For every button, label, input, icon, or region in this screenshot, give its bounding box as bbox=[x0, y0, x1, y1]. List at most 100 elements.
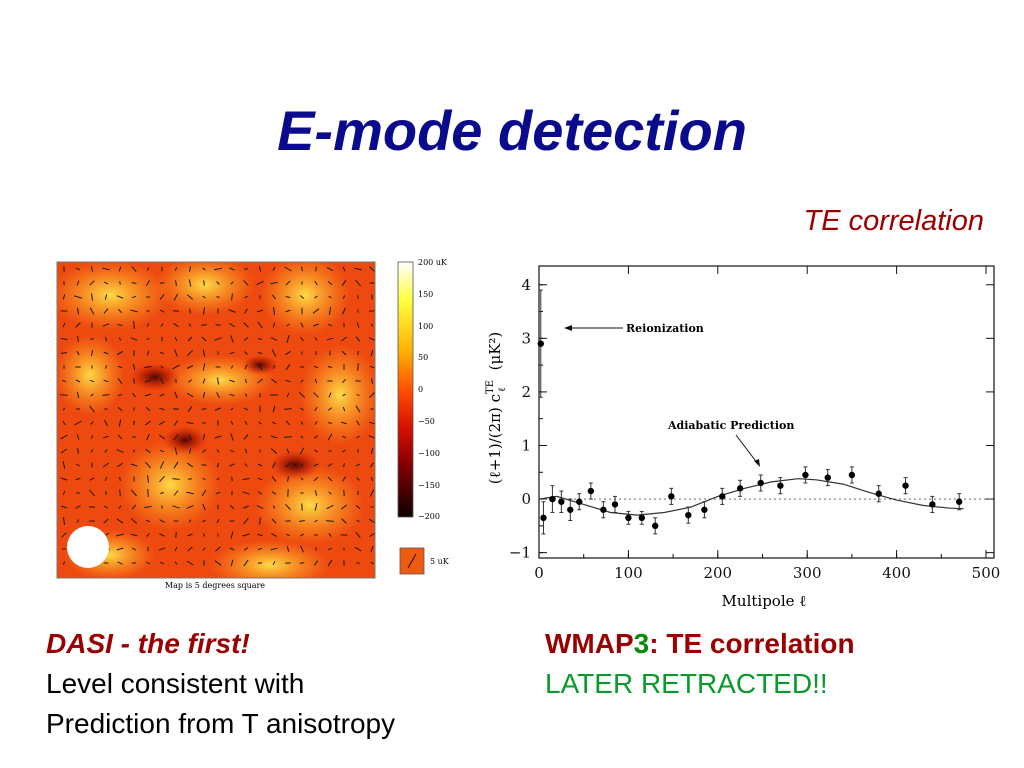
polarization-vector bbox=[119, 337, 121, 341]
polarization-vector bbox=[357, 309, 359, 313]
y-axis-label: (ℓ+1)/(2π) cTEℓ (μK²) bbox=[485, 332, 508, 485]
polarization-vector bbox=[243, 337, 249, 341]
wmap-caption: WMAP3: TE correlation LATER RETRACTED!! bbox=[545, 624, 855, 704]
polarization-vector bbox=[371, 378, 373, 384]
polarization-vector bbox=[300, 477, 304, 481]
polarization-vector bbox=[342, 307, 346, 315]
polarization-vector bbox=[313, 435, 319, 439]
polarization-vector bbox=[62, 380, 66, 382]
polarization-vector bbox=[89, 405, 95, 413]
polarization-vector bbox=[314, 534, 318, 536]
wmap-te-plot: 0 100 200 300 400 500 4 3 2 1 0 −1 Reionization Adi… bbox=[478, 258, 1000, 610]
polarization-vector bbox=[146, 337, 150, 341]
polarization-vector bbox=[102, 462, 110, 468]
polarization-vector bbox=[173, 293, 179, 301]
polarization-vector bbox=[203, 280, 205, 286]
polarization-vector bbox=[214, 407, 222, 411]
polarization-vector bbox=[189, 308, 191, 314]
polarization-vector bbox=[75, 267, 81, 271]
polarization-vector bbox=[257, 547, 263, 551]
polarization-vector bbox=[144, 393, 152, 397]
polarization-vector bbox=[369, 489, 375, 497]
polarization-vector bbox=[144, 366, 152, 368]
polarization-vector bbox=[130, 309, 138, 313]
polarization-vector bbox=[286, 323, 290, 327]
polarization-vector bbox=[62, 420, 66, 426]
polarization-vector bbox=[354, 546, 362, 552]
polarization-vector bbox=[313, 392, 319, 398]
polarization-vector bbox=[103, 281, 109, 285]
polarization-vector bbox=[62, 491, 66, 495]
polarization-vector bbox=[328, 295, 332, 299]
polarization-vector bbox=[91, 293, 93, 301]
polarization-vector bbox=[230, 559, 234, 567]
data-point bbox=[777, 482, 784, 489]
polarization-vector bbox=[327, 476, 333, 482]
polarization-vector bbox=[89, 477, 95, 481]
polarization-vector bbox=[244, 364, 248, 370]
polarization-vector bbox=[357, 449, 359, 453]
polarization-vector bbox=[326, 337, 334, 341]
polarization-vector bbox=[299, 520, 305, 522]
polarization-vector bbox=[356, 520, 360, 522]
data-point bbox=[736, 485, 744, 492]
polarization-vector bbox=[285, 296, 291, 298]
polarization-vector bbox=[158, 434, 166, 440]
polarization-vector bbox=[243, 559, 249, 567]
y-tick-label: 1 bbox=[521, 436, 531, 454]
polarization-vector bbox=[258, 421, 262, 425]
polarization-vector bbox=[272, 266, 276, 272]
polarization-vector bbox=[103, 351, 109, 355]
polarization-vector bbox=[271, 378, 277, 384]
polarization-vector bbox=[89, 379, 95, 383]
polarization-vector bbox=[229, 379, 235, 383]
polarization-vector bbox=[145, 461, 151, 469]
polarization-vector bbox=[102, 394, 110, 396]
polarization-vector bbox=[119, 489, 121, 497]
polarization-vector bbox=[201, 324, 207, 326]
polarization-vector bbox=[130, 518, 138, 524]
polarization-vector bbox=[159, 449, 165, 453]
polarization-vector bbox=[74, 295, 82, 299]
te-correlation-label: TE correlation bbox=[803, 205, 984, 237]
polarization-vector bbox=[74, 420, 82, 426]
polarization-vector bbox=[103, 308, 109, 314]
polarization-vector bbox=[132, 436, 136, 438]
polarization-vector bbox=[369, 532, 375, 538]
polarization-vector bbox=[131, 489, 137, 497]
polarization-vector bbox=[60, 448, 68, 454]
polarization-vector bbox=[145, 520, 151, 522]
dasi-polarization-map: 200 uK 150 100 50 0 −50 −100 −150 −200 5… bbox=[50, 255, 460, 595]
polarization-vector bbox=[172, 478, 180, 480]
x-tick-label: 200 bbox=[703, 564, 732, 582]
polarization-vector bbox=[300, 322, 304, 328]
polarization-vector bbox=[217, 351, 219, 355]
polarization-vector bbox=[368, 421, 375, 425]
polarization-vector bbox=[285, 503, 291, 511]
polarization-vector bbox=[257, 338, 263, 340]
polarization-vector bbox=[229, 504, 235, 510]
polarization-vector bbox=[202, 477, 206, 481]
polarization-vector bbox=[146, 561, 150, 565]
polarization-vector bbox=[60, 505, 68, 509]
polarization-vector bbox=[202, 349, 206, 357]
polarization-vector bbox=[300, 545, 304, 553]
polarization-vector bbox=[76, 463, 80, 467]
polarization-vector bbox=[216, 449, 220, 453]
polarization-vector bbox=[159, 519, 165, 523]
polarization-vector bbox=[300, 421, 304, 425]
polarization-vector bbox=[286, 534, 290, 536]
polarization-vector bbox=[202, 378, 206, 384]
data-point bbox=[875, 490, 882, 497]
polarization-vector bbox=[357, 350, 359, 356]
polarization-vector bbox=[202, 503, 206, 511]
polarization-vector bbox=[257, 463, 263, 467]
polarization-vector bbox=[299, 533, 305, 537]
polarization-vector bbox=[173, 461, 179, 469]
polarization-vector bbox=[285, 420, 291, 426]
polarization-vector bbox=[104, 419, 108, 427]
polarization-vector bbox=[62, 461, 66, 469]
polarization-vector bbox=[147, 475, 149, 483]
polarization-vector bbox=[286, 335, 290, 343]
polarization-vector bbox=[217, 504, 219, 510]
